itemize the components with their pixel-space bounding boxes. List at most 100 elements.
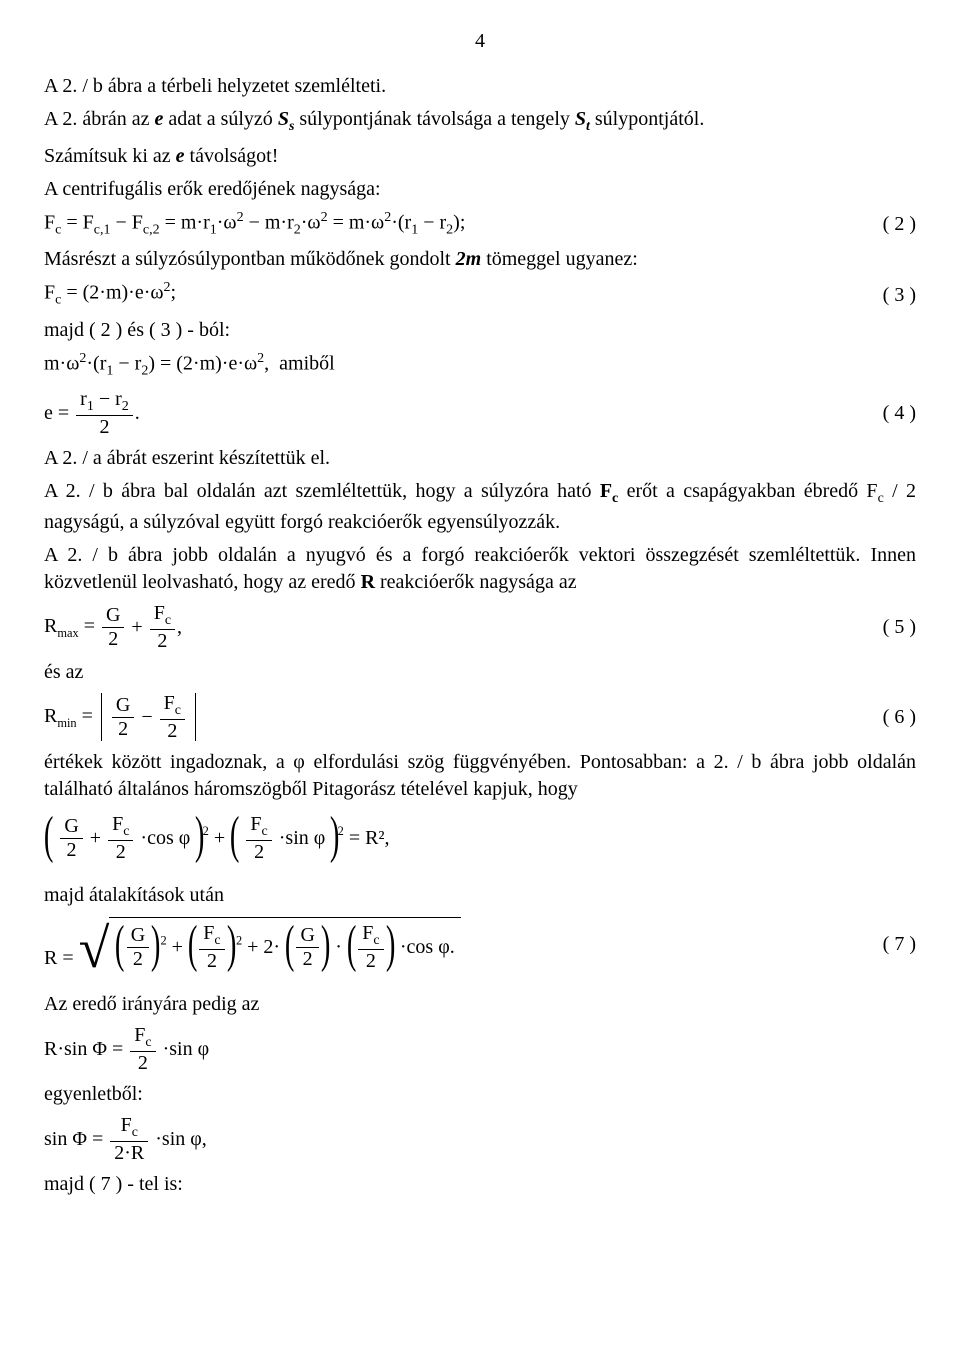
eq-number: ( 3 ) [856, 282, 916, 309]
eq-number: ( 6 ) [856, 704, 916, 731]
eq-body: Rmin = G2 − Fc2 [44, 692, 856, 743]
den-2: 2 [160, 720, 185, 743]
text: Másrészt a súlyzósúlypontban működőnek g… [44, 248, 456, 270]
den-2: 2 [150, 630, 175, 653]
den-2: 2 [108, 841, 133, 864]
den-2: 2 [60, 839, 82, 862]
two-dot: + 2· [247, 936, 280, 958]
sub-c: c [214, 933, 220, 948]
para-7: A 2. / a ábrát eszerint készítettük el. [44, 445, 916, 472]
sub-c: c [132, 1125, 138, 1140]
eq-body: e = r1 − r2 2 . [44, 388, 856, 439]
lhs: R·sin Φ = [44, 1038, 128, 1060]
den-2: 2 [112, 718, 134, 741]
eq-body: Fc = Fc,1 − Fc,2 = m·r1·ω2 − m·r2·ω2 = m… [44, 209, 856, 241]
var-R: R [361, 571, 375, 593]
equation-3: Fc = (2·m)·e·ω2; ( 3 ) [44, 279, 916, 311]
para-1: A 2. / b ábra a térbeli helyzetet szemlé… [44, 73, 916, 100]
para-4: A centrifugális erők eredőjének nagysága… [44, 176, 916, 203]
var-S: S [575, 108, 586, 130]
num-G: G [102, 604, 124, 628]
num-G: G [296, 924, 318, 948]
minus: − [141, 706, 157, 728]
sub-c: c [373, 933, 379, 948]
sub-c: c [123, 824, 129, 839]
den-2: 2 [102, 628, 124, 651]
para-3: Számítsuk ki az e távolságot! [44, 143, 916, 170]
text: tömeggel ugyanez: [481, 248, 638, 270]
page-number: 4 [44, 28, 916, 55]
rhs: ·sin φ, [155, 1128, 207, 1150]
para-9: A 2. / b ábra jobb oldalán a nyugvó és a… [44, 542, 916, 596]
eq-body: Rmax = G2 + Fc2, [44, 602, 856, 653]
plus: + [131, 616, 147, 638]
equation-7: R = √ (G2)2 + (Fc2)2 + 2· (G2) · (Fc2) ·… [44, 917, 916, 973]
plus: + [172, 936, 188, 958]
R-eq: R = [44, 947, 79, 969]
comma: , [177, 616, 182, 638]
eq-R2: = R², [349, 827, 390, 849]
den-2R: 2·R [110, 1142, 148, 1165]
text: távolságot! [185, 145, 279, 167]
var-Fc: F [600, 480, 612, 502]
den-2: 2 [246, 841, 271, 864]
denom: 2 [76, 416, 133, 439]
sin-term: ·sin φ [279, 827, 326, 849]
plus: + [214, 827, 230, 849]
para-12: majd átalakítások után [44, 882, 916, 909]
eq-number: ( 4 ) [856, 400, 916, 427]
text: Számítsuk ki az [44, 145, 176, 167]
para-10: és az [44, 659, 916, 686]
sub-c: c [145, 1035, 151, 1050]
num-G: G [127, 924, 149, 948]
sub-c: c [165, 613, 171, 628]
text: súlypontjától. [590, 108, 704, 130]
equation-phi2: sin Φ = Fc2·R ·sin φ, [44, 1114, 916, 1165]
eq-body: Fc = (2·m)·e·ω2; [44, 279, 856, 311]
para-11: értékek között ingadoznak, a φ elfordulá… [44, 749, 916, 803]
den-2: 2 [296, 948, 318, 971]
den-2: 2 [127, 948, 149, 971]
eq-number: ( 2 ) [856, 211, 916, 238]
dot: · [335, 936, 342, 958]
text: A 2. ábrán az [44, 108, 155, 130]
sub-min: min [57, 716, 76, 730]
para-6: majd ( 2 ) és ( 3 ) - ból: [44, 317, 916, 344]
text: A 2. / b ábra bal oldalán azt szemléltet… [44, 480, 600, 502]
text: adat a súlyzó [163, 108, 277, 130]
lhs: sin Φ = [44, 1128, 108, 1150]
sub-c: c [175, 703, 181, 718]
equation-2: Fc = Fc,1 − Fc,2 = m·r1·ω2 − m·r2·ω2 = m… [44, 209, 916, 241]
para-5: Másrészt a súlyzósúlypontban működőnek g… [44, 246, 916, 273]
dot: . [135, 402, 140, 424]
var-2m: 2m [456, 248, 482, 270]
den-2: 2 [130, 1052, 155, 1075]
abs-bar-icon [101, 693, 102, 741]
para-2: A 2. ábrán az e adat a súlyzó Ss súlypon… [44, 106, 916, 137]
num-G: G [60, 815, 82, 839]
eq-number: ( 5 ) [856, 614, 916, 641]
den-2: 2 [358, 950, 383, 973]
equation-mid: m·ω2·(r1 − r2) = (2·m)·e·ω2, amiből [44, 350, 916, 382]
para-13: Az eredő irányára pedig az [44, 991, 916, 1018]
sub-max: max [57, 626, 78, 640]
den-2: 2 [199, 950, 224, 973]
equation-4: e = r1 − r2 2 . ( 4 ) [44, 388, 916, 439]
eq-number: ( 7 ) [856, 931, 916, 958]
para-15: majd ( 7 ) - tel is: [44, 1171, 916, 1198]
cos-term: ·cos φ [140, 827, 190, 849]
sqrt-icon: √ [79, 921, 110, 977]
num-G: G [112, 694, 134, 718]
abs-bar-icon [195, 693, 196, 741]
text: súlypontjának távolsága a tengely [294, 108, 574, 130]
text: erőt a csapágyakban ébredő F [618, 480, 877, 502]
equation-pythagoras: ( G2 + Fc2 ·cos φ )2 + ( Fc2 ·sin φ )2 =… [44, 813, 916, 864]
var-S: S [278, 108, 289, 130]
para-8: A 2. / b ábra bal oldalán azt szemléltet… [44, 478, 916, 536]
text: reakcióerők nagysága az [375, 571, 577, 593]
equation-5: Rmax = G2 + Fc2, ( 5 ) [44, 602, 916, 653]
para-14: egyenletből: [44, 1081, 916, 1108]
var-e: e [176, 145, 185, 167]
equation-6: Rmin = G2 − Fc2 ( 6 ) [44, 692, 916, 743]
eq-body: R = √ (G2)2 + (Fc2)2 + 2· (G2) · (Fc2) ·… [44, 917, 856, 973]
